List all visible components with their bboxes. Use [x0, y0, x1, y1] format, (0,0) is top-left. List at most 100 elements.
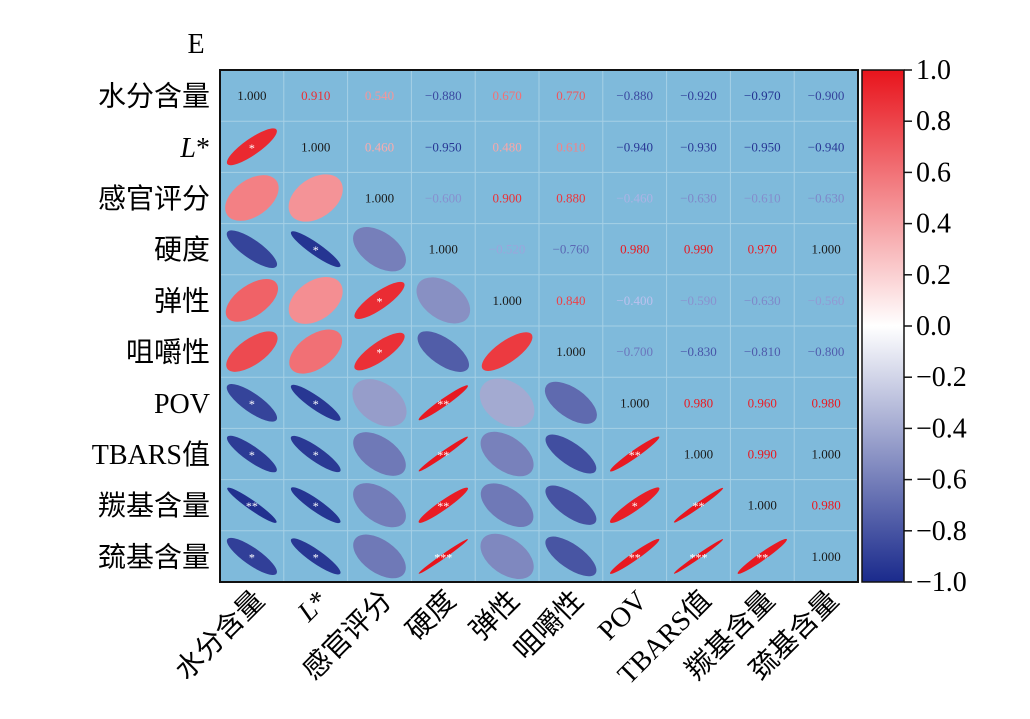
correlation-ellipse: [418, 539, 468, 574]
correlation-value-label: −0.700: [616, 344, 653, 359]
correlation-value-label: −0.520: [489, 242, 526, 257]
panel-label: E: [187, 29, 204, 60]
correlation-ellipse: [289, 329, 343, 374]
significance-mark: **: [629, 448, 641, 462]
correlation-value-label: 1.000: [811, 447, 840, 462]
correlation-value-label: −0.880: [425, 88, 462, 103]
correlation-value-label: −0.950: [425, 139, 462, 154]
correlation-ellipse: [610, 538, 660, 574]
correlation-value-label: 0.980: [684, 395, 713, 410]
correlation-value-label: −0.590: [680, 293, 717, 308]
correlation-ellipse: [544, 381, 597, 424]
correlation-ellipse: [609, 487, 660, 523]
significance-mark: *: [249, 448, 255, 462]
correlation-value-label: 1.000: [365, 191, 394, 206]
significance-mark: *: [313, 243, 319, 257]
colorbar-tick-label: 0.2: [916, 260, 951, 291]
correlation-ellipse: [288, 276, 343, 324]
correlation-value-label: −0.800: [808, 344, 845, 359]
correlation-value-label: −0.630: [744, 293, 781, 308]
correlation-ellipse: [290, 487, 341, 524]
correlation-ellipse: [481, 332, 533, 371]
correlation-value-label: 0.980: [811, 395, 840, 410]
significance-mark: **: [629, 550, 641, 564]
correlation-ellipse: [416, 277, 471, 324]
correlation-value-label: 1.000: [429, 242, 458, 257]
significance-mark: **: [693, 499, 705, 513]
correlation-ellipse: [545, 536, 597, 577]
correlation-ellipse: [610, 436, 660, 472]
correlation-ellipse: [290, 384, 341, 421]
significance-mark: **: [437, 448, 449, 462]
correlation-value-label: 0.670: [492, 88, 521, 103]
correlation-value-label: 0.990: [748, 447, 777, 462]
correlation-value-label: −0.830: [680, 344, 717, 359]
correlation-ellipse: [545, 434, 597, 474]
matrix-panel: [220, 70, 858, 582]
correlation-value-label: −0.630: [808, 191, 845, 206]
significance-mark: *: [632, 499, 638, 513]
correlation-value-label: 0.460: [365, 139, 394, 154]
correlation-ellipse: [417, 331, 470, 372]
correlation-value-label: 0.480: [492, 139, 521, 154]
significance-mark: **: [437, 499, 449, 513]
y-axis-label: 弹性: [154, 285, 210, 317]
correlation-value-label: −0.930: [680, 139, 717, 154]
correlation-value-label: −0.940: [616, 139, 653, 154]
correlation-ellipse: [288, 174, 343, 222]
correlation-value-label: 0.900: [492, 191, 521, 206]
correlation-value-label: 0.610: [556, 139, 585, 154]
significance-mark: *: [377, 346, 383, 360]
y-axis-label: 水分含量: [98, 81, 210, 113]
significance-mark: *: [313, 397, 319, 411]
correlation-ellipse: [353, 483, 406, 528]
correlation-ellipse: [673, 487, 724, 523]
colorbar-tick-label: 0.6: [916, 157, 951, 188]
correlation-value-label: 0.960: [748, 395, 777, 410]
significance-mark: **: [437, 397, 449, 411]
significance-mark: ***: [434, 550, 452, 564]
significance-mark: *: [249, 550, 255, 564]
correlation-ellipse: [226, 230, 278, 269]
colorbar-tick-label: −0.6: [916, 465, 967, 496]
correlation-ellipse: [290, 231, 341, 268]
colorbar: 1.0 0.8 0.6 0.4 0.2 0.0 −0.2 −0.4 −0.6 −0.8 −1.0: [861, 55, 967, 598]
correlation-ellipse: [225, 175, 279, 221]
x-axis-label: L*: [291, 585, 335, 629]
correlation-value-label: 1.000: [556, 344, 585, 359]
correlation-value-label: 0.990: [684, 242, 713, 257]
colorbar-tick-label: −1.0: [916, 567, 967, 598]
correlation-ellipse: [227, 487, 277, 523]
correlation-value-label: 0.980: [620, 242, 649, 257]
colorbar-tick-label: 0.4: [916, 209, 951, 240]
correlation-value-label: 1.000: [748, 498, 777, 513]
correlation-ellipse: [480, 483, 534, 528]
correlation-ellipse: [480, 533, 534, 580]
correlation-ellipse: [352, 379, 407, 427]
correlation-value-label: 1.000: [620, 395, 649, 410]
significance-mark: **: [246, 499, 258, 513]
x-axis-label: 硬度: [400, 584, 462, 646]
correlation-value-label: −0.880: [616, 88, 653, 103]
correlation-value-label: 1.000: [492, 293, 521, 308]
correlation-value-label: 0.880: [556, 191, 585, 206]
correlation-ellipse: [354, 332, 405, 371]
correlation-value-label: −0.600: [425, 191, 462, 206]
correlation-ellipse: [226, 128, 277, 166]
correlation-value-label: −0.560: [808, 293, 845, 308]
colorbar-tick-label: 1.0: [916, 55, 951, 86]
x-axis-label: 水分含量: [169, 584, 271, 686]
correlation-value-label: −0.920: [680, 88, 717, 103]
correlation-value-label: 0.770: [556, 88, 585, 103]
y-axis-label: 感官评分: [98, 183, 210, 215]
matrix-border: [219, 69, 859, 583]
correlation-ellipse: [353, 227, 406, 272]
colorbar-gradient: [861, 69, 905, 583]
correlation-ellipse: [226, 331, 278, 372]
correlation-ellipse: [480, 431, 534, 477]
correlation-value-label: −0.760: [553, 242, 590, 257]
correlation-value-label: 1.000: [301, 139, 330, 154]
correlation-value-label: 0.540: [365, 88, 394, 103]
